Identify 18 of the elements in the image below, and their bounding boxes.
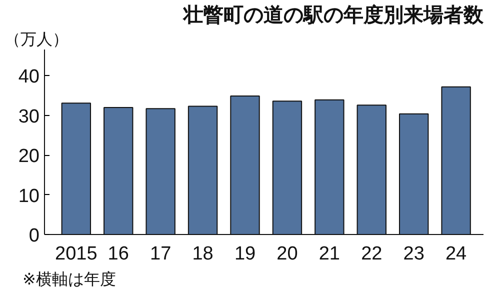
y-tick-label: 10: [18, 186, 40, 207]
x-tick-label: 16: [108, 244, 129, 264]
y-tick-label: 20: [18, 146, 40, 168]
x-tick-label: 17: [150, 244, 172, 264]
y-axis-title: （万人）: [4, 30, 68, 48]
x-tick-label: 2015: [55, 244, 98, 264]
x-tick-label: 22: [361, 244, 382, 264]
y-tick-label: 0: [28, 226, 40, 246]
x-tick-label: 23: [403, 244, 424, 264]
y-tick-label: 30: [18, 106, 40, 128]
x-tick-label: 21: [318, 244, 340, 264]
y-tick-label: 40: [18, 66, 40, 88]
x-tick-label: 19: [234, 244, 256, 264]
x-tick-label: 24: [445, 244, 468, 264]
text: ※横軸は年度: [22, 270, 116, 288]
x-tick-label: 20: [276, 244, 298, 264]
x-tick-label: 18: [192, 244, 214, 264]
chart-title: 壮瞥町の道の駅の年度別来場者数: [182, 2, 484, 26]
